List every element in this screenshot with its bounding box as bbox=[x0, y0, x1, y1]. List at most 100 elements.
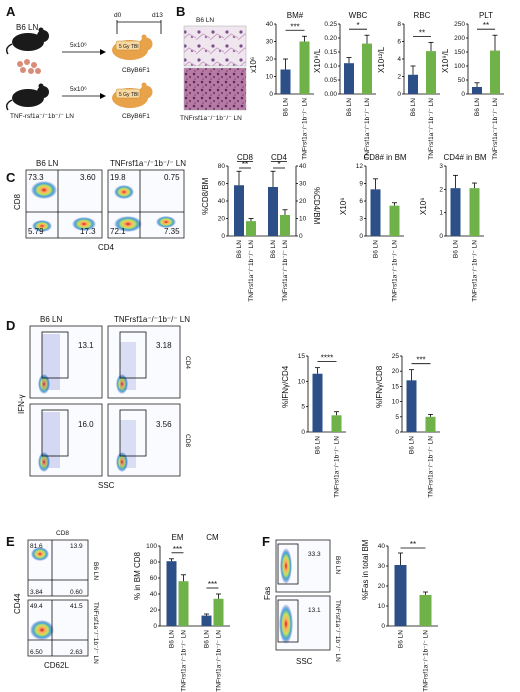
category-label: B6 LN bbox=[373, 240, 380, 258]
y-tick-label: 2 bbox=[397, 74, 401, 81]
y-tick-label: 0 bbox=[397, 91, 401, 98]
quad-e-tnf-ll: 6.50 bbox=[30, 649, 43, 656]
category-label: TNFrsf1a⁻/⁻1b⁻/⁻ LN bbox=[302, 98, 309, 160]
cells-icon bbox=[17, 59, 41, 74]
bar-b6 bbox=[394, 565, 407, 626]
y-tick-label: 40 bbox=[218, 198, 226, 205]
bar-b6 bbox=[280, 69, 291, 94]
recipient-bottom: CByB6F1 bbox=[122, 113, 150, 120]
y-tick-label: 20 bbox=[150, 607, 158, 614]
y-tick-label-right: 0 bbox=[299, 233, 303, 240]
flow-plot-c-right: 19.8 0.75 72.1 7.35 bbox=[107, 169, 185, 239]
y-tick-label: 5 bbox=[301, 404, 305, 411]
sig-label: ** bbox=[483, 21, 489, 30]
value-d-cd4-tnf: 3.18 bbox=[156, 341, 172, 350]
quad-e-b6-lr: 0.60 bbox=[70, 589, 83, 596]
day-start: d0 bbox=[114, 12, 122, 19]
flow-plot-e-b6: 81.6 13.9 3.84 0.60 bbox=[27, 539, 89, 597]
bar-tnf bbox=[299, 41, 310, 94]
quad-e-b6-ur: 13.9 bbox=[70, 543, 83, 550]
y-tick-label: 10 bbox=[392, 399, 400, 406]
panel-label-f: F bbox=[262, 534, 270, 549]
bar-tnf bbox=[280, 215, 290, 236]
histology-image-tnf bbox=[183, 67, 247, 111]
chart-fas: 0 10 20 30 40 %Fas in total BM B6 LN TNFrsf1a⁻/… bbox=[361, 539, 438, 692]
sig-label: **** bbox=[321, 354, 333, 363]
day-end: d13 bbox=[152, 12, 163, 19]
sig-label: ** bbox=[419, 28, 425, 37]
y-tick-label: 150 bbox=[454, 49, 465, 56]
y-tick-label: 15 bbox=[298, 353, 306, 360]
chart-ifncd4: 0 5 10 15 %IFNγ/CD4 B6 LN TNFrsf1a⁻/⁻1b⁻/⁻ LN *… bbox=[281, 353, 346, 498]
y-tick-label: 25 bbox=[392, 353, 400, 360]
bar-tnf bbox=[389, 205, 400, 236]
y-axis-title: X10⁶ bbox=[339, 197, 348, 215]
flow-f-y-axis: Fas bbox=[263, 587, 272, 600]
value-f-tnf: 13.1 bbox=[308, 607, 321, 614]
arrowhead-top-icon bbox=[100, 49, 106, 55]
category-label: B6 LN bbox=[270, 240, 277, 258]
histo-top-label: B6 LN bbox=[196, 17, 214, 24]
flow-d-right-title: TNFrsf1a⁻/⁻1b⁻/⁻ LN bbox=[114, 315, 190, 324]
sig-label: *** bbox=[173, 545, 182, 554]
bar-tnf bbox=[469, 188, 480, 236]
y-tick-label: 0.25 bbox=[324, 21, 337, 28]
y-tick-label: 0.15 bbox=[324, 49, 337, 56]
y-tick-label: 2 bbox=[439, 186, 443, 193]
category-label: TNFrsf1a⁻/⁻1b⁻/⁻ LN bbox=[428, 98, 435, 160]
y-tick-label-right: 20 bbox=[299, 198, 307, 205]
bar-b6 bbox=[450, 188, 461, 236]
recipient-top: CByB6F1 bbox=[122, 67, 150, 74]
bar-b6 bbox=[472, 87, 482, 94]
quad-c-left-ll: 5.79 bbox=[28, 227, 44, 236]
flow-f-x-axis: SSC bbox=[296, 657, 313, 666]
y-tick-label: 0.05 bbox=[324, 77, 337, 84]
y-tick-label: 12 bbox=[356, 163, 364, 170]
panel-label-b: B bbox=[176, 4, 185, 19]
bar-b6 bbox=[234, 185, 244, 236]
category-label: TNFrsf1a⁻/⁻1b⁻/⁻ LN bbox=[423, 630, 430, 692]
flow-plot-d-cd4-b6: 13.1 bbox=[29, 325, 103, 399]
y-axis-title: X10⁶ bbox=[419, 197, 428, 215]
category-label: TNFrsf1a⁻/⁻1b⁻/⁻ LN bbox=[428, 436, 435, 498]
quad-c-left-ul: 73.3 bbox=[28, 173, 44, 182]
histo-bottom-label: TNFrsf1a⁻/⁻1b⁻/⁻ LN bbox=[180, 115, 242, 122]
value-d-cd8-b6: 16.0 bbox=[78, 420, 94, 429]
y-tick-label: 1 bbox=[439, 210, 443, 217]
y-axis-right-title: %CD4/BM bbox=[312, 187, 321, 225]
y-tick-label: 40 bbox=[266, 21, 274, 28]
row-label-cd4: CD4 bbox=[184, 356, 191, 369]
y-tick-label: 20 bbox=[392, 368, 400, 375]
y-tick-label: 40 bbox=[150, 591, 158, 598]
category-label: TNFrsf1a⁻/⁻1b⁻/⁻ LN bbox=[492, 98, 499, 160]
y-tick-label: 0 bbox=[221, 233, 225, 240]
value-d-cd4-b6: 13.1 bbox=[78, 341, 94, 350]
y-tick-label: 5 bbox=[395, 414, 399, 421]
y-tick-label: 6 bbox=[359, 198, 363, 205]
flow-plot-f-tnf: 13.1 bbox=[275, 595, 331, 651]
category-label: TNFrsf1a⁻/⁻1b⁻/⁻ LN bbox=[181, 630, 188, 692]
flow-f-row-top: B6 LN bbox=[334, 556, 341, 574]
bar-tnf bbox=[331, 415, 342, 432]
tbi-bottom: 5 Gy TBI bbox=[119, 92, 139, 98]
flow-e-row-top: B6 LN bbox=[92, 562, 99, 580]
y-tick-label: 80 bbox=[150, 559, 158, 566]
chart-wbc: 0.00 0.05 0.10 0.15 0.20 0.25 X10⁹/L WBC B6 LN TN… bbox=[313, 11, 376, 160]
bar-b6 bbox=[312, 373, 323, 432]
quad-e-tnf-ur: 41.5 bbox=[70, 603, 83, 610]
quad-e-b6-ul: 81.6 bbox=[30, 543, 43, 550]
category-label: TNFrsf1a⁻/⁻1b⁻/⁻ LN bbox=[392, 240, 399, 302]
y-tick-label: 0 bbox=[269, 91, 273, 98]
y-tick-label-right: 30 bbox=[299, 181, 307, 188]
y-tick-label: 20 bbox=[378, 583, 386, 590]
category-label: B6 LN bbox=[315, 436, 322, 454]
panel-label-a: A bbox=[6, 4, 16, 19]
quad-c-left-ur: 3.60 bbox=[80, 173, 96, 182]
quad-c-right-ll: 72.1 bbox=[110, 227, 126, 236]
chart-title: PLT bbox=[479, 11, 493, 20]
y-tick-label: 10 bbox=[266, 74, 274, 81]
flow-e-header: CD8 bbox=[56, 530, 69, 537]
bar-b6 bbox=[201, 615, 212, 626]
dose-top: 5x10⁶ bbox=[70, 42, 87, 49]
